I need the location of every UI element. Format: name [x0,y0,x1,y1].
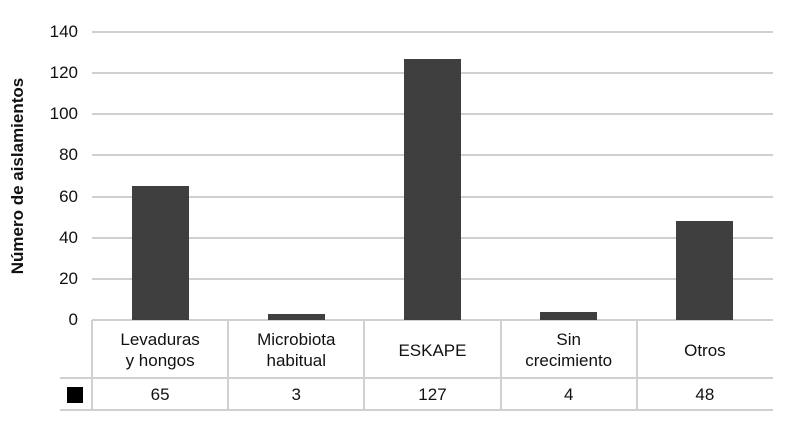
category-label: ESKAPE [398,340,467,360]
x-axis-line [92,319,773,321]
value-cell: 4 [563,385,574,404]
table-divider [227,320,230,410]
y-axis-label: Número de aislamientos [8,77,27,275]
bar [404,58,461,320]
category-label: Levaduras y hongos [120,330,200,370]
gridline [92,31,773,33]
bar [267,313,325,320]
value-cell: 3 [291,385,302,404]
y-tick-label: 20 [59,268,78,288]
y-tick-label: 80 [59,145,78,165]
y-tick-label: 40 [59,227,78,247]
legend-swatch [67,387,83,403]
table-divider [635,320,638,410]
y-tick-label: 0 [68,310,78,329]
bar [131,186,189,320]
table-divider [91,320,93,378]
y-tick-label: 140 [49,22,78,41]
table-divider [363,320,366,410]
bar [540,311,598,320]
table-divider [91,378,93,410]
y-tick-label: 60 [59,186,78,206]
category-label: Sin crecimiento [525,330,613,370]
category-label: Otros [684,340,726,360]
y-tick-label: 100 [49,104,78,124]
table-rule [60,409,773,411]
category-label: Microbiota habitual [257,330,336,370]
table-divider [499,320,502,410]
bar [676,221,734,320]
value-cell: 127 [418,385,447,404]
y-tick-label: 120 [49,63,78,83]
value-cell: 65 [150,385,170,404]
value-cell: 48 [695,385,715,404]
table-rule [60,377,773,379]
